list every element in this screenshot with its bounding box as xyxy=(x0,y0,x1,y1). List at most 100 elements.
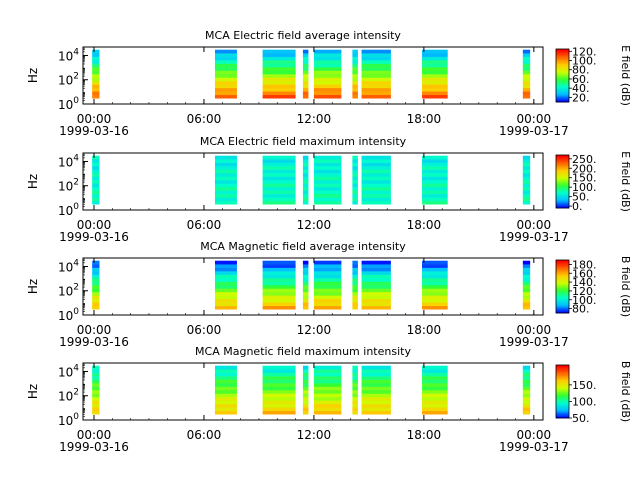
spectrogram-cell xyxy=(422,91,448,96)
spectrogram-cell xyxy=(422,197,448,202)
spectrogram-cell xyxy=(422,410,448,415)
spectrogram-cell xyxy=(361,200,391,205)
spectrogram-cell xyxy=(352,193,358,198)
spectrogram-cell xyxy=(313,271,342,275)
spectrogram-cell xyxy=(214,159,237,163)
spectrogram-cell xyxy=(92,295,100,300)
spectrogram-cell xyxy=(214,260,237,265)
colorbar-segment xyxy=(556,278,569,281)
colorbar-segment xyxy=(556,400,569,403)
spectrogram-cell xyxy=(214,186,237,191)
spectrogram-cell xyxy=(313,56,342,61)
spectrogram-cell xyxy=(92,162,100,167)
colorbar-tick-label: 60. xyxy=(572,73,590,86)
spectrogram-cell xyxy=(352,200,358,205)
spectrogram-cell xyxy=(361,197,391,202)
spectrogram-cell xyxy=(214,396,237,401)
spectrogram-cell xyxy=(214,80,237,85)
spectrogram-cell xyxy=(352,162,358,167)
spectrogram-cell xyxy=(313,176,342,181)
colorbar-segment xyxy=(556,54,569,57)
spectrogram-cell xyxy=(422,298,448,303)
colorbar-segment xyxy=(556,387,569,390)
spectrogram-cell xyxy=(262,190,296,195)
spectrogram-cell xyxy=(302,183,309,188)
spectrogram-cell xyxy=(92,60,100,64)
spectrogram-cell xyxy=(361,159,391,163)
colorbar-segment xyxy=(556,182,569,185)
spectrogram-cell xyxy=(262,365,296,370)
colorbar-segment xyxy=(556,269,569,271)
y-tick-exponent: 2 xyxy=(73,388,79,398)
x-tick-label: 00:00 xyxy=(77,112,112,126)
colorbar-label: E field (dB) xyxy=(619,45,632,106)
spectrogram-cell xyxy=(214,407,237,412)
spectrogram-cell xyxy=(214,376,237,380)
colorbar-segment xyxy=(556,177,569,180)
colorbar-segment xyxy=(556,185,569,188)
colorbar-segment xyxy=(556,366,569,369)
spectrogram-cell xyxy=(422,200,448,205)
spectrogram-cell xyxy=(214,63,237,68)
spectrogram-cell xyxy=(361,410,391,415)
spectrogram-cell xyxy=(302,77,309,82)
colorbar-segment xyxy=(556,283,569,286)
spectrogram-cell xyxy=(352,407,358,412)
spectrogram-cell xyxy=(522,193,531,198)
spectrogram-cell xyxy=(92,87,100,92)
y-tick-exponent: 4 xyxy=(73,47,79,57)
spectrogram-cell xyxy=(313,200,342,205)
spectrogram-cell xyxy=(92,183,100,188)
x-tick-label: 12:00 xyxy=(297,112,332,126)
spectrogram-cell xyxy=(422,376,448,380)
spectrogram-cell xyxy=(92,278,100,282)
spectrogram-cell xyxy=(313,63,342,68)
spectrogram-cell xyxy=(92,393,100,398)
spectrogram-cell xyxy=(522,407,531,412)
spectrogram-cell xyxy=(302,383,309,387)
colorbar-frame xyxy=(555,259,570,314)
spectrogram-cell xyxy=(522,260,531,265)
spectrogram-cell xyxy=(361,288,391,293)
y-tick-label: 104 xyxy=(58,153,79,169)
colorbar-segment xyxy=(556,261,569,264)
x-tick-label: 12:00 xyxy=(297,428,332,442)
colorbar-segment xyxy=(556,370,569,373)
colorbar-segment xyxy=(556,398,569,400)
spectrogram-cell xyxy=(262,173,296,177)
colorbar-segment xyxy=(556,367,569,370)
spectrogram-cell xyxy=(361,407,391,412)
spectrogram-cell xyxy=(522,386,531,391)
colorbar-segment xyxy=(556,266,569,269)
panel-1: MCA Electric field average intensity 100 1… xyxy=(26,29,632,138)
spectrogram-cell xyxy=(214,190,237,195)
spectrogram-cell xyxy=(302,173,309,177)
spectrogram-cell xyxy=(313,155,342,160)
spectrogram-cell xyxy=(262,200,296,205)
spectrogram-cell xyxy=(522,298,531,303)
spectrogram-cell xyxy=(361,87,391,92)
spectrogram-cell xyxy=(422,284,448,289)
spectrogram-cell xyxy=(302,407,309,412)
spectrogram-cell xyxy=(214,393,237,398)
colorbar-tick-label: 20. xyxy=(572,91,590,104)
colorbar-segment xyxy=(556,178,569,181)
colorbar-segment xyxy=(556,100,569,103)
spectrogram-cell xyxy=(352,169,358,174)
spectrogram-cell xyxy=(361,271,391,275)
spectrogram-cell xyxy=(313,77,342,82)
spectrogram-cell xyxy=(92,91,100,96)
spectrogram-cell xyxy=(361,379,391,384)
colorbar-segment xyxy=(556,301,569,303)
colorbar-segment xyxy=(556,395,569,398)
colorbar-tick-label: 100. xyxy=(572,181,597,194)
spectrogram-cell xyxy=(92,271,100,275)
spectrogram-cell xyxy=(422,179,448,184)
spectrogram-cell xyxy=(92,305,100,310)
spectrogram-cell xyxy=(92,403,100,408)
spectrogram-cell xyxy=(422,295,448,300)
colorbar-segment xyxy=(556,66,569,68)
spectrogram-cell xyxy=(313,281,342,286)
spectrogram-cell xyxy=(313,369,342,373)
spectrogram-cell xyxy=(302,264,309,268)
